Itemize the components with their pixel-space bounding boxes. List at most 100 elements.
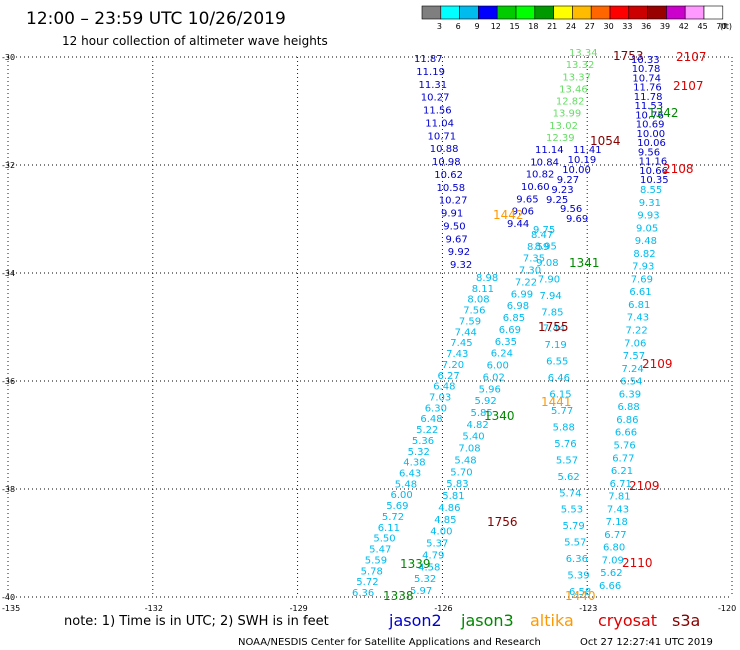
wave-height-value: 7.45 [450,338,472,349]
wave-height-value: 6.30 [425,403,447,414]
wave-height-value: 5.37 [426,539,448,550]
wave-height-value: 7.43 [627,313,649,324]
wave-height-value: 5.88 [553,423,575,434]
wave-height-value: 6.48 [433,382,455,393]
pass-time-label: 1440 [565,589,596,603]
pass-time-label: 1054 [590,134,621,148]
wave-height-value: 10.82 [526,170,555,181]
wave-height-value: 6.24 [491,349,513,360]
pass-time-label: 2107 [676,50,707,64]
wave-height-value: 7.20 [442,360,464,371]
wave-height-value: 9.32 [450,260,472,271]
longitude-tick-label: -126 [434,604,452,613]
wave-height-value: 8.47 [531,230,553,241]
wave-height-value: 11.78 [634,92,663,103]
wave-height-value: 5.57 [556,455,578,466]
wave-height-value: 9.65 [516,194,538,205]
colorbar-level-label: 15 [510,22,520,31]
pass-time-label: 1341 [569,256,600,270]
wave-height-value: 13.34 [569,48,598,59]
wave-height-value: 8.08 [467,295,489,306]
timestamp: Oct 27 12:27:41 UTC 2019 [580,637,713,648]
wave-height-value: 5.62 [600,568,622,579]
wave-height-value: 7.69 [631,274,653,285]
wave-height-value: 6.54 [620,377,642,388]
wave-height-value: 6.77 [604,530,626,541]
map-grid [7,56,733,598]
footnote: note: 1) Time is in UTC; 2) SWH is in fe… [64,614,329,629]
colorbar: 3 6 9 12 15 18 21 24 27 30 33 36 39 42 45 70(ft) [421,5,732,31]
wave-height-value: 7.81 [608,492,630,503]
wave-height-value: 9.08 [536,258,558,269]
wave-height-value: 6.11 [378,523,400,534]
longitude-tick-label: -129 [290,604,308,613]
wave-height-value: 10.62 [434,170,463,181]
wave-height-value: 6.66 [615,428,637,439]
colorbar-level-label: 27 [585,22,595,31]
wave-height-value: 5.78 [361,566,383,577]
wave-height-value: 5.32 [414,574,436,585]
wave-height-value: 7.22 [626,326,648,337]
colorbar-swatch [647,5,667,20]
wave-height-value: 6.69 [499,325,521,336]
wave-height-value: 10.71 [428,131,457,142]
colorbar-level-label: 12 [491,22,501,31]
colorbar-level-label: 6 [456,22,461,31]
wave-height-value: 7.43 [446,349,468,360]
wave-height-value: 5.53 [561,505,583,516]
wave-height-value: 6.02 [483,372,505,383]
wave-height-value: 6.55 [546,357,568,368]
wave-height-value: 9.93 [637,211,659,222]
latitude-tick-label: -30 [2,53,15,62]
colorbar-level-label: 45 [698,22,708,31]
wave-height-value: 5.36 [412,436,434,447]
colorbar-swatch [478,5,498,20]
wave-height-value: 6.48 [420,414,442,425]
axis-ticks: -30 -32 -34 -36 -38 -40 -135 -132 -129 -126 -123 -1… [2,53,736,613]
wave-height-value: 9.50 [443,221,465,232]
wave-height-value: 12.39 [546,133,575,144]
pass-time-label: 1340 [484,409,515,423]
colorbar-swatch [666,5,686,20]
wave-height-value: 6.81 [628,300,650,311]
colorbar-level-label: 3 [437,22,442,31]
wave-height-value: 5.40 [462,432,484,443]
wave-height-value: 6.88 [618,402,640,413]
wave-height-value: 7.59 [459,316,481,327]
wave-height-value: 5.59 [365,555,387,566]
wave-height-value: 4.00 [430,527,452,538]
wave-height-value: 5.92 [475,396,497,407]
wave-height-value: 11.87 [414,54,443,65]
pass-time-label: 1338 [383,589,414,603]
wave-height-value: 4.79 [422,550,444,561]
longitude-tick-label: -123 [579,604,597,613]
wave-height-value: 9.44 [507,219,529,230]
wave-height-value: 6.71 [610,479,632,490]
colorbar-swatch [684,5,705,20]
latitude-tick-label: -36 [2,377,15,386]
wave-height-value: 6.98 [507,301,529,312]
wave-height-value: 8.95 [535,242,557,253]
wave-height-value: 6.39 [619,389,641,400]
wave-height-value: 7.08 [458,444,480,455]
wave-height-value: 6.66 [599,581,621,592]
colorbar-swatch [553,5,573,20]
wave-height-value: 7.94 [540,291,562,302]
wave-height-value: 7.44 [543,324,565,335]
wave-height-value: 13.37 [562,72,591,83]
colorbar-level-label: 30 [604,22,614,31]
wave-height-value: 9.56 [560,204,582,215]
wave-height-value: 5.48 [395,479,417,490]
page-subtitle: 12 hour collection of altimeter wave hei… [62,34,328,48]
wave-height-value: 10.74 [632,74,661,85]
wave-height-value: 6.36 [352,588,374,599]
wave-height-value: 7.93 [632,262,654,273]
wave-height-value: 5.39 [567,571,589,582]
wave-height-value: 10.98 [432,157,461,168]
wave-height-value: 6.61 [629,287,651,298]
wave-height-value: 10.35 [640,175,669,186]
wave-height-value: 10.76 [635,110,664,121]
wave-height-value: 5.69 [386,501,408,512]
